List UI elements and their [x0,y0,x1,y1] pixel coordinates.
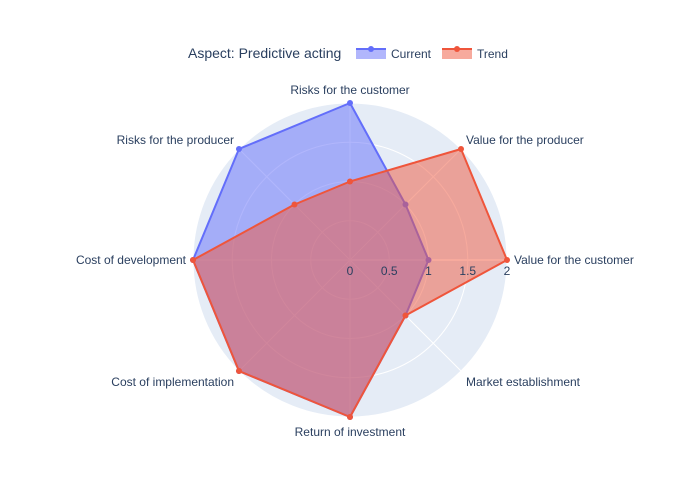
legend-marker [454,46,460,52]
angular-axis-label: Return of investment [295,425,406,439]
radial-tick-label: 0 [347,264,354,278]
data-point-trend[interactable] [504,257,510,263]
radial-tick-label: 1 [425,264,432,278]
data-point-trend[interactable] [458,145,465,152]
data-point-current[interactable] [347,100,353,106]
angular-axis-label: Value for the customer [514,253,634,267]
legend[interactable]: Current Trend [356,46,508,61]
series-layer [190,100,510,420]
angular-axis-label: Market establishment [466,375,581,389]
radial-tick-label: 0.5 [381,264,398,278]
angular-axis-label: Value for the producer [466,133,584,147]
data-point-trend[interactable] [291,201,298,208]
data-point-trend[interactable] [347,414,353,420]
legend-item-current[interactable]: Current [356,46,432,61]
angular-axis-label: Risks for the producer [117,133,234,147]
data-point-trend[interactable] [347,178,353,185]
chart-title: Aspect: Predictive acting [188,45,341,61]
legend-swatch [442,49,472,59]
legend-swatch [356,49,386,59]
legend-marker [368,46,374,52]
legend-item-trend[interactable]: Trend [442,46,508,61]
data-point-trend[interactable] [235,368,242,375]
data-point-trend[interactable] [402,312,409,319]
angular-axis-label: Risks for the customer [290,83,409,97]
radial-ticks: 0 0.5 1 1.5 2 [347,264,511,278]
series-trend[interactable] [190,145,510,420]
axis-labels: Value for the customer Value for the prod… [76,83,634,439]
angular-axis-label: Cost of development [76,253,187,267]
data-point-trend[interactable] [190,257,196,263]
data-point-current[interactable] [235,145,242,152]
legend-label: Current [391,47,432,61]
radial-tick-label: 2 [504,264,511,278]
radial-tick-label: 1.5 [459,264,476,278]
legend-label: Trend [477,47,508,61]
angular-axis-label: Cost of implementation [111,375,234,389]
